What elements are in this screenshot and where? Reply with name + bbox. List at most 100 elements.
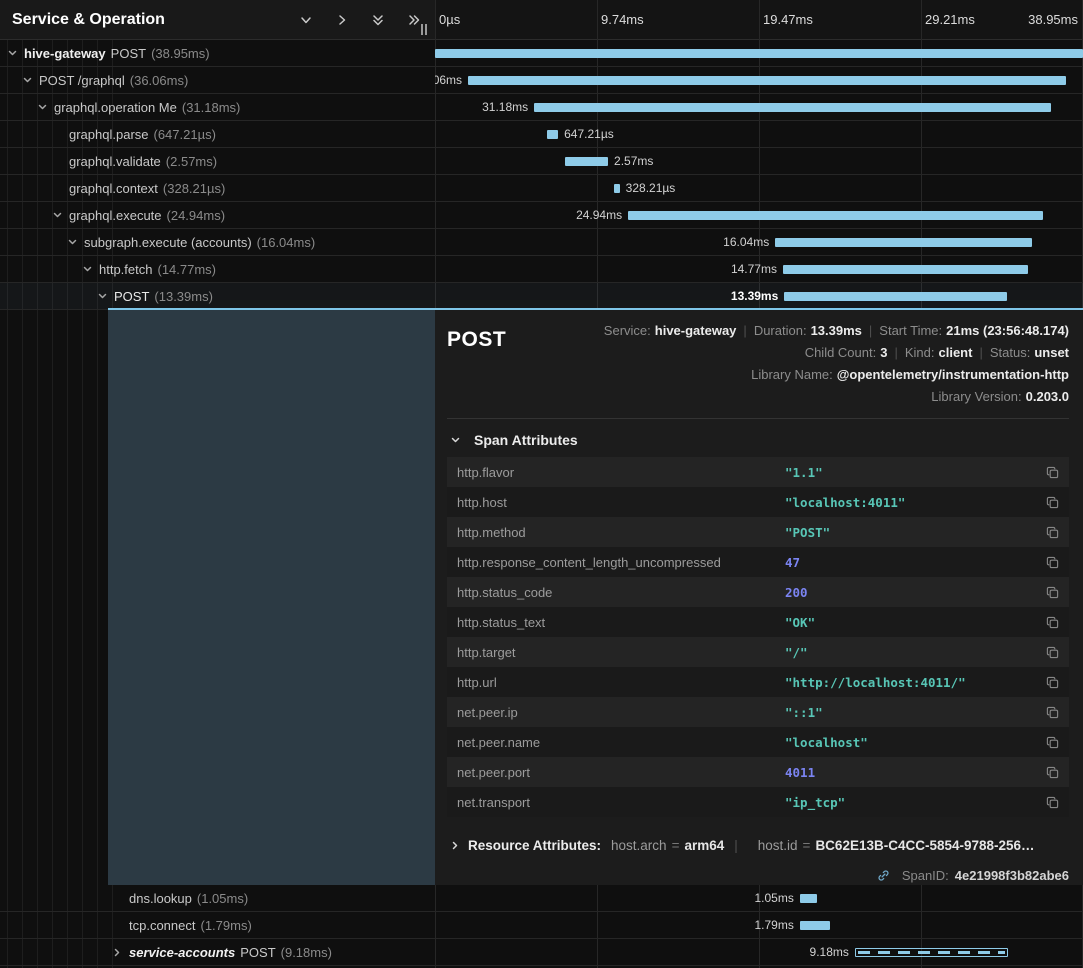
span-bar[interactable] <box>534 103 1051 112</box>
attribute-value: "ip_tcp" <box>785 795 1046 810</box>
span-bar[interactable] <box>783 265 1028 274</box>
span-bar[interactable] <box>784 292 1007 301</box>
copy-icon[interactable] <box>1046 556 1059 569</box>
separator: | <box>869 323 872 338</box>
copy-icon[interactable] <box>1046 496 1059 509</box>
span-row[interactable]: POST(13.39ms)13.39ms <box>0 283 1083 310</box>
span-bar[interactable] <box>565 157 608 166</box>
chevron-down-icon[interactable] <box>36 101 49 114</box>
double-chevron-down-icon[interactable] <box>371 13 385 27</box>
span-tree-item[interactable]: POST(13.39ms) <box>0 283 435 309</box>
span-row[interactable]: subgraph.execute (accounts)(16.04ms) 16.0… <box>0 229 1083 256</box>
meta-value: client <box>939 345 973 360</box>
span-duration-label: 36.06ms <box>435 73 462 87</box>
span-tree-item[interactable]: subgraph.execute (accounts)(16.04ms) <box>0 229 435 255</box>
chevron-down-icon[interactable] <box>96 290 109 303</box>
resource-attributes-row[interactable]: Resource Attributes: host.arch=arm64|hos… <box>447 838 1069 853</box>
span-duration-label: 1.05ms <box>754 891 793 905</box>
attribute-key: net.transport <box>457 795 785 810</box>
span-duration-label: 1.79ms <box>754 918 793 932</box>
attribute-value: "http://localhost:4011/" <box>785 675 1046 690</box>
double-chevron-right-icon[interactable] <box>407 13 421 27</box>
span-row[interactable]: graphql.execute(24.94ms)24.94ms <box>0 202 1083 229</box>
attribute-key: http.target <box>457 645 785 660</box>
span-row[interactable]: graphql.validate(2.57ms)2.57ms <box>0 148 1083 175</box>
tree-header-controls <box>277 13 421 27</box>
resource-attributes-pairs: host.arch=arm64|host.id=BC62E13B-C4CC-58… <box>601 838 1035 853</box>
span-tree-item[interactable]: dns.lookup(1.05ms) <box>0 885 435 911</box>
attribute-row: http.response_content_length_uncompresse… <box>447 547 1069 577</box>
meta-label: Duration: <box>754 323 807 338</box>
span-tree-item[interactable]: graphql.context(328.21µs) <box>0 175 435 201</box>
span-bar[interactable] <box>468 76 1066 85</box>
span-detail-title: POST <box>447 320 506 352</box>
span-row[interactable]: graphql.context(328.21µs)328.21µs <box>0 175 1083 202</box>
chevron-down-icon[interactable] <box>81 263 94 276</box>
chevron-down-icon[interactable] <box>51 209 64 222</box>
copy-icon[interactable] <box>1046 766 1059 779</box>
copy-icon[interactable] <box>1046 706 1059 719</box>
copy-icon[interactable] <box>1046 646 1059 659</box>
copy-icon[interactable] <box>1046 736 1059 749</box>
attribute-key: http.host <box>457 495 785 510</box>
span-row[interactable]: POST /graphql(36.06ms)36.06ms <box>0 67 1083 94</box>
attribute-row: http.url"http://localhost:4011/" <box>447 667 1069 697</box>
span-duration-label: 16.04ms <box>723 235 769 249</box>
span-row[interactable]: dns.lookup(1.05ms) 1.05ms <box>0 885 1083 912</box>
attribute-key: net.peer.ip <box>457 705 785 720</box>
span-row[interactable]: http.fetch(14.77ms)14.77ms <box>0 256 1083 283</box>
chevron-right-icon[interactable] <box>111 946 124 959</box>
copy-icon[interactable] <box>1046 586 1059 599</box>
span-row[interactable]: hive-gatewayPOST(38.95ms) <box>0 40 1083 67</box>
copy-icon[interactable] <box>1046 796 1059 809</box>
span-tree-item[interactable]: service-accountsPOST(9.18ms) <box>0 939 435 965</box>
separator: | <box>734 838 738 853</box>
span-row[interactable]: graphql.operation Me(31.18ms)31.18ms <box>0 94 1083 121</box>
span-bar[interactable] <box>800 894 817 903</box>
link-icon[interactable] <box>877 869 890 882</box>
panel-splitter-handle[interactable] <box>421 24 427 35</box>
span-tree-item[interactable]: hive-gatewayPOST(38.95ms) <box>0 40 435 66</box>
span-tree-item[interactable]: POST /graphql(36.06ms) <box>0 67 435 93</box>
chevron-right-icon <box>449 839 462 852</box>
span-row[interactable]: graphql.parse(647.21µs)647.21µs <box>0 121 1083 148</box>
span-tree-item[interactable]: tcp.connect(1.79ms) <box>0 912 435 938</box>
span-bar[interactable] <box>628 211 1043 220</box>
span-bar[interactable] <box>435 49 1083 58</box>
span-tree-item[interactable]: graphql.parse(647.21µs) <box>0 121 435 147</box>
operation-name: http.fetch <box>99 262 152 277</box>
attribute-value: "OK" <box>785 615 1046 630</box>
copy-icon[interactable] <box>1046 466 1059 479</box>
span-bar[interactable] <box>855 948 1008 957</box>
chevron-right-icon[interactable] <box>335 13 349 27</box>
chevron-down-icon[interactable] <box>6 47 19 60</box>
span-bar[interactable] <box>547 130 558 139</box>
span-attributes-toggle[interactable]: Span Attributes <box>449 432 1069 448</box>
copy-icon[interactable] <box>1046 616 1059 629</box>
equals-sign: = <box>803 838 811 853</box>
span-tree-item[interactable]: graphql.validate(2.57ms) <box>0 148 435 174</box>
chevron-down-icon[interactable] <box>21 74 34 87</box>
copy-icon[interactable] <box>1046 526 1059 539</box>
attribute-row: http.status_text"OK" <box>447 607 1069 637</box>
operation-name: graphql.execute <box>69 208 162 223</box>
operation-duration: (13.39ms) <box>154 289 213 304</box>
chevron-down-icon[interactable] <box>66 236 79 249</box>
span-bar[interactable] <box>614 184 620 193</box>
copy-icon[interactable] <box>1046 676 1059 689</box>
span-tree-item[interactable]: graphql.execute(24.94ms) <box>0 202 435 228</box>
span-bar[interactable] <box>800 921 830 930</box>
span-detail-region: POST Service:hive-gateway|Duration:13.39… <box>0 310 1083 885</box>
span-tree-item[interactable]: http.fetch(14.77ms) <box>0 256 435 282</box>
span-bar[interactable] <box>775 238 1032 247</box>
operation-name: graphql.parse <box>69 127 149 142</box>
operation-duration: (36.06ms) <box>130 73 189 88</box>
span-row[interactable]: service-accountsPOST(9.18ms)9.18ms <box>0 939 1083 966</box>
ruler-tick-label: 0µs <box>439 12 460 27</box>
span-tree-item[interactable]: graphql.operation Me(31.18ms) <box>0 94 435 120</box>
span-row[interactable]: tcp.connect(1.79ms) 1.79ms <box>0 912 1083 939</box>
span-detail-spacer <box>108 310 435 885</box>
attribute-key: http.flavor <box>457 465 785 480</box>
span-bar-cell: 647.21µs <box>435 121 1083 147</box>
chevron-down-icon[interactable] <box>299 13 313 27</box>
